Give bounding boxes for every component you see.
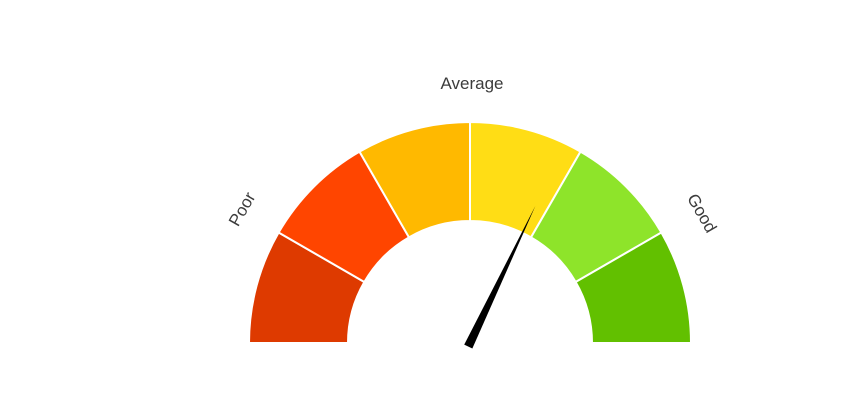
label-good: Good (683, 190, 720, 236)
label-average: Average (440, 74, 503, 93)
gauge-band-good-high (574, 231, 693, 344)
gauge-needle (464, 205, 536, 349)
label-poor: Poor (225, 189, 260, 230)
gauge-bands (247, 120, 693, 344)
